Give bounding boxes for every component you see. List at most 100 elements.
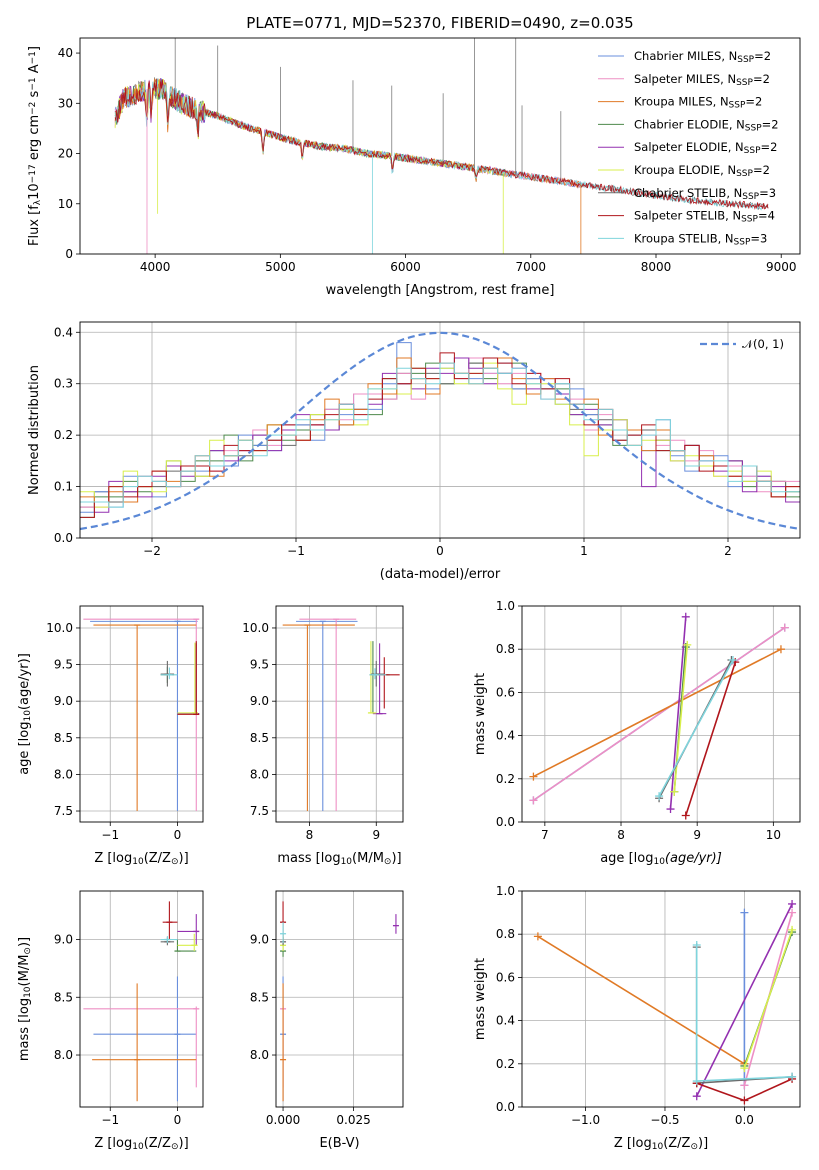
x-tick-label: 0.025 xyxy=(336,1113,370,1127)
x-tick-label: 7000 xyxy=(516,260,547,274)
legend-label-part: SSP xyxy=(741,215,758,225)
legend-label-part: =2 xyxy=(762,117,779,131)
x-tick-label: −0.5 xyxy=(650,1113,679,1127)
series-kroupa-elodie xyxy=(670,640,692,796)
plus-marker xyxy=(740,1096,749,1105)
plus-marker xyxy=(529,796,538,805)
y-tick-label: 8.0 xyxy=(250,1048,269,1062)
plus-marker xyxy=(529,772,538,781)
y-axis-label-part: 10 xyxy=(23,710,33,722)
axes-frame xyxy=(275,605,404,823)
x-axis-label: wavelength [Angstrom, rest frame] xyxy=(326,283,555,298)
data-point-kroupa-stelib xyxy=(369,668,387,680)
axes-mass-weight-vs-Z: −1.0 −0.5 0.0 0.0 0.2 0.4 0.6 0.8 1.0 Z [log10(Z/… xyxy=(473,884,801,1152)
plus-marker xyxy=(788,899,797,908)
y-tick-label: 8.5 xyxy=(54,990,73,1004)
plot-area xyxy=(80,331,800,531)
histogram-kroupa-stelib xyxy=(80,362,800,508)
plus-marker xyxy=(728,656,737,664)
series-kroupa-stelib xyxy=(655,656,737,801)
data-point-kroupa-miles xyxy=(93,624,197,812)
x-tick-label: 1 xyxy=(580,544,588,558)
y-axis-label: mass [log10(M/M⊙)] xyxy=(17,937,33,1061)
legend-label-part: Chabrier STELIB, N xyxy=(634,186,742,200)
y-axis-label-part: 10 xyxy=(27,183,42,200)
y-tick-label: 20 xyxy=(58,147,73,161)
axes-frame xyxy=(79,605,204,823)
series-salpeter-elodie xyxy=(666,612,690,814)
x-tick-label: 0.0 xyxy=(735,1113,754,1127)
y-tick-label: 0.4 xyxy=(496,1014,515,1028)
plus-marker xyxy=(692,941,701,949)
legend-label-part: Kroupa STELIB, N xyxy=(634,231,734,245)
x-tick-label: 9 xyxy=(372,828,380,842)
legend-label-part: SSP xyxy=(742,192,759,202)
plus-marker xyxy=(788,1072,797,1081)
y-tick-label: 0.6 xyxy=(496,685,515,699)
x-axis-label-part: ⊙ xyxy=(690,1142,698,1152)
plus-marker xyxy=(776,645,785,654)
x-tick-label: 5000 xyxy=(265,260,296,274)
x-axis-label-part: (Z/Z xyxy=(144,851,171,866)
series-line xyxy=(673,644,689,792)
y-tick-label: 8.5 xyxy=(250,731,269,745)
legend-label-part: =2 xyxy=(745,95,762,109)
legend-label-part: SSP xyxy=(729,101,746,111)
series-line xyxy=(532,626,786,802)
legend-label-part: Kroupa ELODIE, N xyxy=(634,163,736,177)
x-axis-label-part: (Z/Z xyxy=(663,1136,690,1151)
data-point-salpeter-miles xyxy=(299,618,357,812)
data-point-salpeter-stelib xyxy=(177,641,200,716)
data-point-kroupa-stelib xyxy=(160,936,178,943)
legend-label-part: Chabrier ELODIE, N xyxy=(634,117,745,131)
x-tick-label: 0 xyxy=(174,1113,182,1127)
plus-marker xyxy=(533,932,542,941)
plot-area xyxy=(114,38,769,254)
normal-curve xyxy=(80,331,800,531)
x-axis-label: Z [log10(Z/Z⊙)] xyxy=(614,1136,708,1152)
plot-area xyxy=(529,612,789,820)
x-tick-label: 8 xyxy=(306,828,314,842)
series-kroupa-miles xyxy=(529,645,785,781)
x-tick-label: 9000 xyxy=(766,260,797,274)
legend-label-part: SSP xyxy=(736,78,753,88)
y-tick-label: 30 xyxy=(58,96,73,110)
series-kroupa-miles xyxy=(533,932,749,1068)
plus-marker xyxy=(692,1077,701,1086)
data-point-salpeter-elodie xyxy=(392,914,399,934)
y-axis-label-part: −1 xyxy=(28,51,38,64)
y-tick-label: 10 xyxy=(58,197,73,211)
legend-label-part: =3 xyxy=(759,186,776,200)
y-tick-label: 0.2 xyxy=(54,428,73,442)
x-axis-label-part: ⊙ xyxy=(171,857,179,867)
x-axis-label-part: Z [log xyxy=(614,1136,652,1151)
plus-marker xyxy=(670,787,679,796)
axes-age-vs-Z: −1 07.58.08.59.09.510.0Z [log10(Z/Z⊙)]age… xyxy=(17,605,204,867)
y-tick-label: 1.0 xyxy=(496,884,515,898)
data-point-salpeter-elodie xyxy=(372,643,387,715)
axes-mass-vs-Z: −1 08.08.59.0Z [log10(Z/Z⊙)]mass [log10(M… xyxy=(17,890,204,1152)
x-axis-label: Z [log10(Z/Z⊙)] xyxy=(94,851,188,867)
series-salpeter-stelib xyxy=(681,658,740,820)
y-tick-label: 0.6 xyxy=(496,970,515,984)
x-tick-label: 7 xyxy=(541,828,549,842)
data-point-salpeter-stelib xyxy=(162,901,178,940)
data-point-salpeter-miles xyxy=(83,618,200,812)
plus-marker xyxy=(788,908,797,917)
x-tick-label: 0.000 xyxy=(266,1113,300,1127)
axes-frame xyxy=(275,890,404,1108)
x-tick-label: −1.0 xyxy=(571,1113,600,1127)
legend-label-part: Chabrier MILES, N xyxy=(634,49,737,63)
data-point-kroupa-stelib xyxy=(160,667,178,680)
x-tick-label: 10 xyxy=(766,828,781,842)
x-axis-label-part: (M/M xyxy=(352,851,384,866)
axes-frame xyxy=(79,321,801,539)
data-point-salpeter-elodie xyxy=(177,914,200,946)
y-tick-label: 0.1 xyxy=(54,480,73,494)
data-point-chabrier-stelib xyxy=(370,660,385,687)
spectrum-line-salpeter-stelib xyxy=(114,78,769,210)
legend-label-part: =2 xyxy=(754,49,771,63)
legend-label-part: SSP xyxy=(737,55,754,65)
series-kroupa-elodie xyxy=(740,925,797,1073)
plot-area xyxy=(533,899,797,1105)
